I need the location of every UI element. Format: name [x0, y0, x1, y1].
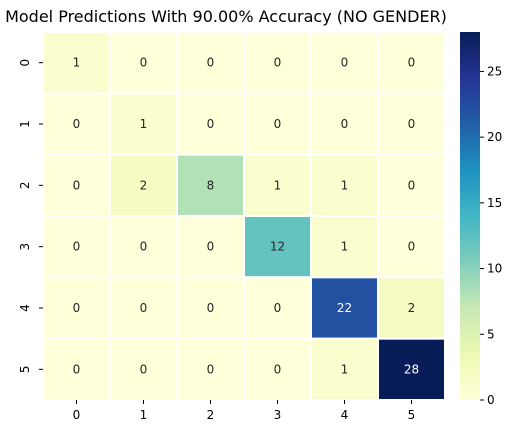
heatmap-cell: [377, 153, 446, 218]
colorbar-tick-label: 5: [487, 327, 495, 341]
cell-value-label: 0: [140, 301, 148, 315]
y-tick-label: 4: [18, 304, 32, 312]
cell-value-label: 0: [140, 240, 148, 254]
cell-value-label: 2: [408, 301, 416, 315]
cell-value-label: 1: [73, 56, 81, 70]
cell-value-label: 1: [341, 240, 349, 254]
cell-value-label: 0: [140, 56, 148, 70]
heatmap-cell: [377, 92, 446, 156]
colorbar-tick-label: 0: [487, 393, 495, 407]
cell-value-label: 0: [73, 117, 81, 131]
x-tick-label: 4: [341, 408, 349, 422]
heatmap-cell: [109, 153, 178, 218]
heatmap-cell: [243, 92, 312, 156]
colorbar: [460, 32, 480, 400]
heatmap-cell: [243, 153, 312, 218]
cell-value-label: 0: [341, 56, 349, 70]
heatmap-cell: [310, 215, 379, 279]
x-tick-label: 0: [73, 408, 81, 422]
cell-value-label: 12: [270, 240, 285, 254]
y-tick-label: 0: [18, 59, 32, 67]
cell-value-label: 0: [73, 178, 81, 192]
cell-value-label: 0: [207, 362, 215, 376]
cell-value-label: 0: [73, 240, 81, 254]
heatmap-cell: [42, 215, 111, 279]
cell-value-label: 0: [207, 240, 215, 254]
cell-value-label: 1: [140, 117, 148, 131]
y-tick-label: 2: [18, 182, 32, 190]
cell-value-label: 2: [140, 178, 148, 192]
cell-value-label: 0: [73, 301, 81, 315]
heatmap-cell: [377, 337, 446, 401]
x-tick-label: 5: [408, 408, 416, 422]
heatmap-cell: [109, 215, 178, 279]
cell-value-label: 0: [207, 117, 215, 131]
y-tick-label: 1: [18, 120, 32, 128]
heatmap-cell: [377, 31, 446, 95]
colorbar-tick-label: 15: [487, 196, 502, 210]
cell-value-label: 0: [274, 56, 282, 70]
heatmap-cell: [310, 153, 379, 218]
x-tick-label: 3: [274, 408, 282, 422]
y-axis-ticks: 0 1 2 3 4 5: [18, 59, 43, 373]
cell-value-label: 0: [408, 56, 416, 70]
cell-value-label: 1: [341, 362, 349, 376]
heatmap-cell: [42, 337, 111, 401]
cell-value-label: 0: [274, 117, 282, 131]
cell-value-label: 0: [408, 240, 416, 254]
cell-value-label: 8: [207, 178, 215, 192]
heatmap-cell: [109, 31, 178, 95]
colorbar-tick-label: 10: [487, 262, 502, 276]
heatmap-cell: [176, 276, 245, 340]
cell-value-label: 0: [274, 301, 282, 315]
cell-value-label: 0: [207, 56, 215, 70]
chart-title: Model Predictions With 90.00% Accuracy (…: [5, 7, 447, 26]
cell-value-label: 0: [341, 117, 349, 131]
cell-value-label: 28: [404, 362, 419, 376]
cell-value-label: 0: [140, 362, 148, 376]
heatmap-cell: [176, 215, 245, 279]
y-tick-label: 3: [18, 243, 32, 251]
cell-value-label: 1: [274, 178, 282, 192]
cell-value-label: 0: [408, 117, 416, 131]
cell-value-label: 1: [341, 178, 349, 192]
colorbar-tick-label: 25: [487, 64, 502, 78]
colorbar-ticks: 0 5 10 15 20 25: [480, 64, 502, 407]
heatmap-cell: [310, 276, 379, 340]
x-axis-ticks: 0 1 2 3 4 5: [73, 400, 416, 422]
heatmap-cells: [42, 31, 446, 401]
y-tick-label: 5: [18, 366, 32, 374]
cell-value-label: 0: [274, 362, 282, 376]
heatmap-cell: [109, 92, 178, 156]
heatmap-cell: [243, 215, 312, 279]
cell-value-label: 22: [337, 301, 352, 315]
cell-value-label: 0: [207, 301, 215, 315]
x-tick-label: 1: [140, 408, 148, 422]
heatmap-cell: [377, 276, 446, 340]
cell-value-label: 0: [408, 178, 416, 192]
heatmap-cell-labels: 1 0 0 0 0 00 1 0 0 0 00 2 8 1 1 00 0 0 12 1 00 0 0 0 22 20 0 0 0 1 28: [73, 56, 419, 377]
heatmap-cell: [377, 215, 446, 279]
x-tick-label: 2: [207, 408, 215, 422]
cell-value-label: 0: [73, 362, 81, 376]
colorbar-tick-label: 20: [487, 130, 502, 144]
